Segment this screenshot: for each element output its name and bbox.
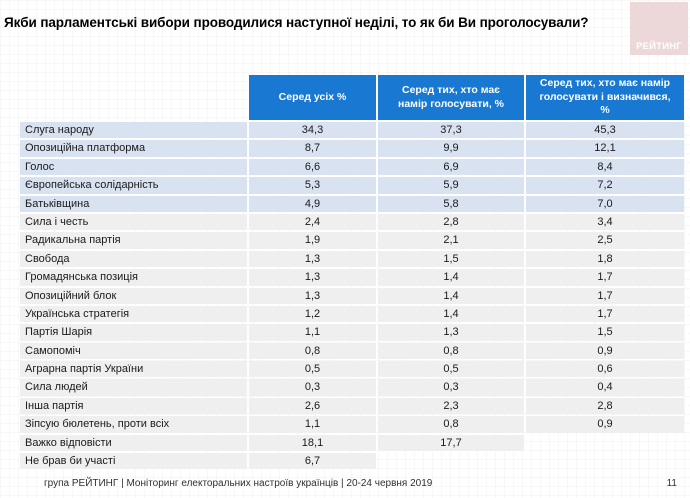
column-header-intend-and-decided: Серед тих, хто має намір голосувати і ви… [526, 75, 684, 120]
value-cell: 3,4 [526, 213, 684, 231]
party-label: Зіпсую бюлетень, проти всіх [20, 416, 247, 433]
value-cell: 5,9 [378, 177, 524, 194]
value-cell: 0,6 [526, 361, 684, 378]
value-cell: 17,7 [378, 434, 524, 452]
value-cell: 1,5 [526, 324, 684, 341]
party-label: Сила і честь [20, 213, 247, 231]
empty-cell [526, 453, 684, 469]
table-body: Слуга народу 34,3 37,3 45,3 Опозиційна платф… [20, 122, 684, 470]
poll-results-table: Серед усіх % Серед тих, хто має намір го… [20, 75, 684, 470]
party-label: Інша партія [20, 397, 247, 415]
value-cell: 8,4 [526, 158, 684, 176]
value-cell: 1,4 [378, 305, 524, 323]
empty-cell [526, 435, 684, 451]
value-cell: 0,3 [249, 379, 376, 396]
party-label: Аграрна партія України [20, 361, 247, 378]
value-cell: 5,8 [378, 195, 524, 212]
value-cell: 8,7 [249, 140, 376, 157]
value-cell: 0,8 [378, 342, 524, 360]
value-cell: 1,4 [378, 287, 524, 304]
value-cell: 1,2 [249, 305, 376, 323]
value-cell: 0,5 [378, 361, 524, 378]
value-cell: 7,2 [526, 177, 684, 194]
value-cell: 0,4 [526, 379, 684, 396]
value-cell: 6,6 [249, 158, 376, 176]
value-cell: 6,9 [378, 158, 524, 176]
value-cell: 2,8 [526, 397, 684, 415]
party-label: Українська стратегія [20, 305, 247, 323]
party-label: Свобода [20, 250, 247, 268]
page-number: 11 [666, 478, 677, 489]
party-label: Слуга народу [20, 122, 247, 139]
value-cell: 1,1 [249, 416, 376, 433]
value-cell: 0,8 [249, 342, 376, 360]
value-cell: 1,3 [249, 269, 376, 286]
party-label: Голос [20, 158, 247, 176]
footer-source-text: група РЕЙТИНГ | Моніторинг електоральних… [44, 478, 433, 489]
value-cell: 37,3 [378, 122, 524, 139]
party-label: Батьківщина [20, 195, 247, 212]
party-label: Радикальна партія [20, 232, 247, 249]
value-cell: 1,3 [249, 287, 376, 304]
party-label: Важко відповісти [20, 434, 247, 452]
value-cell: 1,8 [526, 250, 684, 268]
value-cell: 2,4 [249, 213, 376, 231]
party-label: Самопоміч [20, 342, 247, 360]
value-cell: 1,3 [249, 250, 376, 268]
value-cell: 1,5 [378, 250, 524, 268]
value-cell: 1,7 [526, 305, 684, 323]
value-cell: 1,7 [526, 287, 684, 304]
value-cell: 2,6 [249, 397, 376, 415]
value-cell: 1,9 [249, 232, 376, 249]
header-corner-cell [20, 75, 247, 120]
value-cell: 0,8 [378, 416, 524, 433]
value-cell: 5,3 [249, 177, 376, 194]
value-cell: 0,5 [249, 361, 376, 378]
column-header-intend-to-vote: Серед тих, хто має намір голосувати, % [378, 75, 524, 120]
value-cell: 4,9 [249, 195, 376, 212]
party-label: Громадянська позиція [20, 269, 247, 286]
value-cell: 2,5 [526, 232, 684, 249]
empty-cell [378, 453, 524, 469]
value-cell: 34,3 [249, 122, 376, 139]
rating-group-logo: РЕЙТИНГ [630, 2, 688, 55]
page-title: Якби парламентські вибори проводилися на… [4, 15, 589, 30]
value-cell: 0,9 [526, 342, 684, 360]
value-cell: 1,4 [378, 269, 524, 286]
value-cell: 2,1 [378, 232, 524, 249]
value-cell: 18,1 [249, 434, 376, 452]
rating-logo-label: РЕЙТИНГ [636, 41, 682, 52]
party-label: Партія Шарія [20, 324, 247, 341]
party-label: Сила людей [20, 379, 247, 396]
value-cell: 45,3 [526, 122, 684, 139]
value-cell: 6,7 [249, 453, 376, 470]
party-label: Європейська солідарність [20, 177, 247, 194]
value-cell: 2,8 [378, 213, 524, 231]
value-cell: 9,9 [378, 140, 524, 157]
value-cell: 12,1 [526, 140, 684, 157]
party-label: Не брав би участі [20, 453, 247, 470]
value-cell: 0,3 [378, 379, 524, 396]
party-label: Опозиційний блок [20, 287, 247, 304]
value-cell: 1,3 [378, 324, 524, 341]
value-cell: 2,3 [378, 397, 524, 415]
value-cell: 1,1 [249, 324, 376, 341]
party-label: Опозиційна платформа [20, 140, 247, 157]
column-header-among-all: Серед усіх % [249, 75, 376, 120]
value-cell: 7,0 [526, 195, 684, 212]
table-header-row: Серед усіх % Серед тих, хто має намір го… [20, 75, 684, 120]
value-cell: 0,9 [526, 416, 684, 433]
value-cell: 1,7 [526, 269, 684, 286]
